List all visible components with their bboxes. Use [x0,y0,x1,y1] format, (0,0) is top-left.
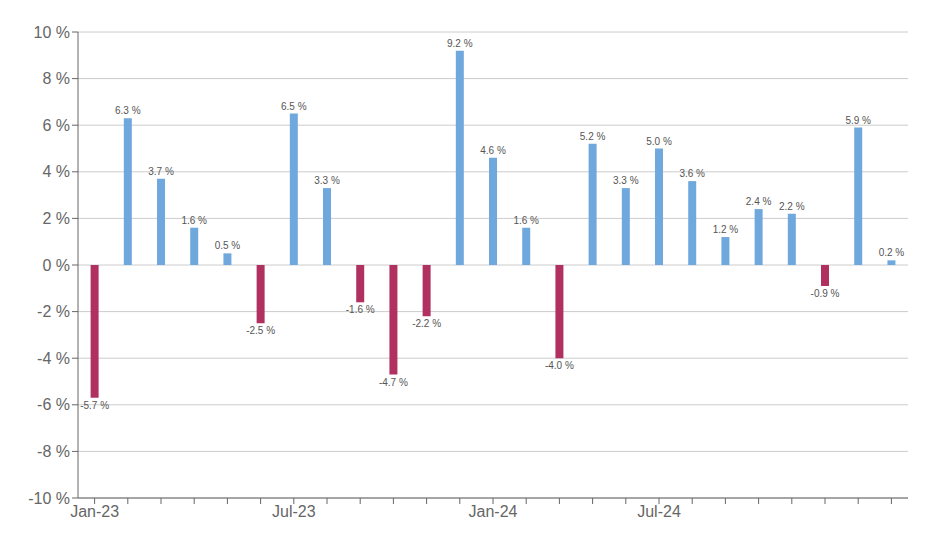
svg-text:5.0 %: 5.0 % [646,136,672,147]
svg-text:3.6 %: 3.6 % [679,168,705,179]
svg-text:4.6 %: 4.6 % [480,145,506,156]
svg-text:1.6 %: 1.6 % [513,215,539,226]
svg-text:5.9 %: 5.9 % [845,115,871,126]
svg-text:-4.0 %: -4.0 % [545,360,574,371]
svg-text:-1.6 %: -1.6 % [346,304,375,315]
svg-text:-8 %: -8 % [37,443,70,460]
svg-text:Jan-23: Jan-23 [70,503,119,520]
svg-text:-5.7 %: -5.7 % [80,400,109,411]
svg-text:-2.5 %: -2.5 % [246,325,275,336]
svg-text:6.3 %: 6.3 % [115,105,141,116]
svg-text:-2 %: -2 % [37,303,70,320]
svg-text:9.2 %: 9.2 % [447,38,473,49]
svg-text:2 %: 2 % [42,210,70,227]
svg-text:1.2 %: 1.2 % [713,224,739,235]
svg-text:Jul-23: Jul-23 [272,503,316,520]
svg-text:-6 %: -6 % [37,396,70,413]
svg-text:0.2 %: 0.2 % [879,247,905,258]
svg-text:0 %: 0 % [42,257,70,274]
svg-text:-0.9 %: -0.9 % [811,288,840,299]
svg-text:3.7 %: 3.7 % [148,166,174,177]
svg-text:6 %: 6 % [42,117,70,134]
svg-text:4 %: 4 % [42,163,70,180]
svg-text:Jul-24: Jul-24 [637,503,681,520]
svg-text:Jan-24: Jan-24 [469,503,518,520]
svg-text:5.2 %: 5.2 % [580,131,606,142]
svg-text:3.3 %: 3.3 % [314,175,340,186]
svg-text:6.5 %: 6.5 % [281,101,307,112]
svg-text:1.6 %: 1.6 % [181,215,207,226]
svg-text:-10 %: -10 % [28,490,70,507]
svg-text:2.2 %: 2.2 % [779,201,805,212]
svg-text:-4 %: -4 % [37,350,70,367]
svg-text:-2.2 %: -2.2 % [412,318,441,329]
svg-text:2.4 %: 2.4 % [746,196,772,207]
svg-text:10 %: 10 % [34,24,70,41]
svg-text:0.5 %: 0.5 % [215,240,241,251]
svg-text:3.3 %: 3.3 % [613,175,639,186]
svg-text:-4.7 %: -4.7 % [379,377,408,388]
svg-text:8 %: 8 % [42,70,70,87]
